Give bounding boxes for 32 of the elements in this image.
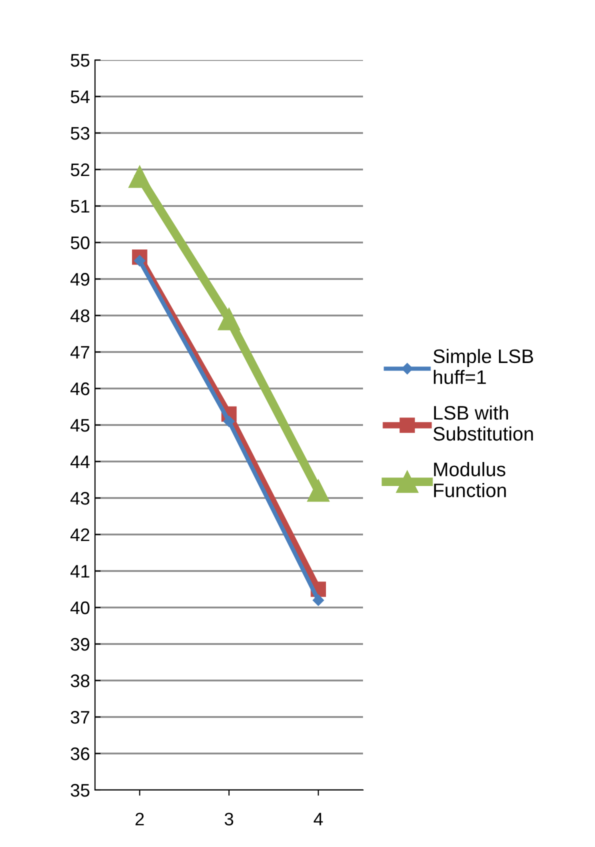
y-tick-label: 53 (70, 126, 90, 140)
y-tick-label: 47 (70, 346, 90, 359)
y-tick-label: 51 (70, 200, 90, 213)
y-tick-label: 43 (70, 492, 90, 505)
legend-label: LSB with Substitution (433, 405, 533, 441)
legend-label: Modulus Function (434, 462, 506, 498)
y-tick-label: 55 (70, 54, 90, 67)
y-tick-label: 46 (70, 382, 90, 396)
y-tick-label: 44 (70, 456, 90, 468)
y-tick-label: 42 (70, 528, 90, 542)
point (223, 416, 235, 427)
y-tick-label: 35 (70, 784, 90, 797)
x-tick-label: 3 (224, 812, 234, 826)
x-tick-label: 4 (314, 812, 323, 826)
y-tick-label: 50 (70, 236, 90, 250)
point (218, 308, 240, 330)
y-tick-label: 41 (70, 565, 90, 578)
y-tick-label: 49 (70, 272, 90, 286)
y-tick-label: 38 (70, 674, 90, 688)
y-tick-label: 39 (70, 638, 90, 651)
x-tick-label: 2 (136, 812, 144, 826)
y-tick-label: 52 (70, 163, 90, 176)
point (128, 166, 151, 188)
legend-label: Simple LSB huff=1 (433, 348, 534, 384)
y-tick-label: 45 (70, 419, 90, 432)
y-tick-label: 37 (70, 710, 90, 724)
y-tick-label: 54 (70, 90, 90, 104)
y-tick-label: 36 (70, 747, 90, 760)
y-tick-label: 48 (70, 309, 90, 322)
point (312, 594, 324, 606)
point (307, 480, 330, 502)
y-tick-label: 40 (70, 601, 90, 614)
